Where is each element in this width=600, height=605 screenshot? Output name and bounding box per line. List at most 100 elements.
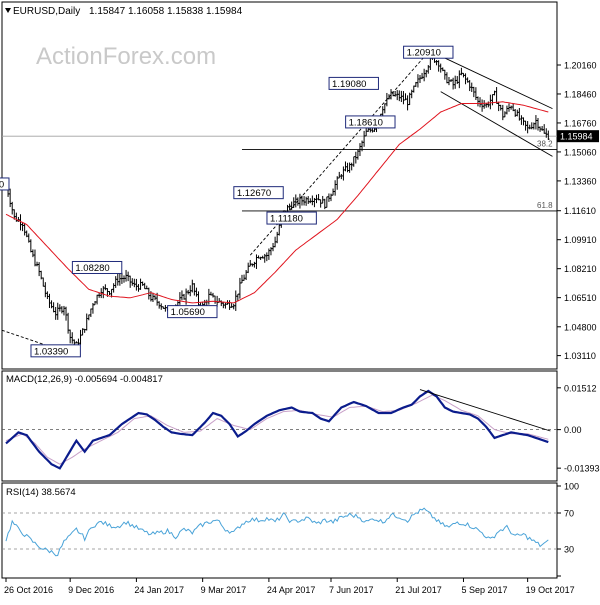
- price-bar: [352, 156, 355, 167]
- price-bar: [364, 127, 368, 137]
- price-bar: [524, 120, 527, 131]
- price-tick-label: 1.09910: [564, 235, 597, 245]
- ohlc-open: 1.15847: [89, 6, 126, 17]
- price-bar: [195, 287, 198, 297]
- price-level-box: [0, 177, 10, 191]
- price-level-label: 1.20910: [407, 48, 441, 59]
- price-bar: [412, 85, 415, 93]
- price-level-box: [71, 260, 123, 274]
- price-bar: [15, 212, 18, 222]
- price-bar: [338, 171, 341, 179]
- price-bar: [402, 91, 405, 105]
- price-bar: [449, 79, 453, 82]
- symbol-title: EURUSD,Daily: [13, 6, 80, 17]
- price-bar: [189, 285, 192, 297]
- price-bar: [118, 273, 122, 286]
- rsi-panel-frame: [1, 482, 558, 579]
- price-bar: [416, 74, 420, 88]
- price-bar: [302, 196, 306, 206]
- price-bar: [536, 117, 540, 131]
- price-tick-label: 1.04800: [564, 322, 597, 332]
- price-bar: [35, 261, 39, 267]
- price-tick-label: 1.15060: [564, 147, 597, 157]
- price-bar: [348, 162, 351, 173]
- price-bar: [87, 314, 90, 321]
- price-bar: [191, 279, 194, 293]
- price-bar: [68, 329, 72, 344]
- price-bar: [244, 270, 248, 281]
- price-bar: [307, 196, 310, 205]
- price-bar: [342, 166, 345, 181]
- price-bar: [162, 306, 165, 309]
- price-level-box: [233, 186, 284, 200]
- price-bar: [137, 284, 140, 292]
- price-bar: [261, 255, 264, 259]
- rsi-tick-label: 70: [564, 509, 574, 519]
- price-bar: [81, 328, 84, 336]
- price-bar: [56, 302, 59, 320]
- macd-line: [5, 389, 549, 470]
- price-bar: [327, 193, 331, 202]
- price-bar: [520, 115, 523, 125]
- price-bar: [114, 276, 117, 288]
- price-bar: [406, 95, 409, 111]
- macd-panel-frame: [1, 370, 558, 482]
- price-bar: [456, 76, 459, 85]
- price-tick-label: 1.03110: [564, 351, 596, 361]
- price-bar: [246, 262, 250, 274]
- price-bar: [275, 231, 279, 244]
- price-bar: [489, 94, 492, 110]
- price-bar: [143, 282, 146, 290]
- price-bar: [309, 198, 312, 204]
- price-bar: [441, 67, 444, 72]
- price-bar: [530, 122, 533, 130]
- price-bar: [313, 197, 316, 208]
- price-bar: [464, 73, 467, 85]
- price-bar: [400, 90, 403, 102]
- price-bar: [186, 289, 190, 295]
- price-bar: [414, 81, 418, 87]
- price-bar: [344, 161, 347, 172]
- price-bar: [373, 128, 376, 132]
- price-level-box: [167, 305, 218, 319]
- price-bar: [95, 294, 99, 305]
- price-bar: [91, 303, 95, 314]
- collapse-arrow-icon[interactable]: [5, 8, 11, 13]
- time-tick-label: 24 Apr 2017: [267, 585, 316, 595]
- rsi-line: [5, 507, 549, 557]
- price-bar: [104, 284, 107, 291]
- price-bar: [238, 277, 242, 299]
- price-bar: [387, 94, 391, 100]
- price-bar: [75, 341, 78, 344]
- price-bar: [495, 87, 498, 104]
- price-bar: [534, 115, 538, 130]
- price-bar: [42, 277, 45, 287]
- price-bar: [213, 295, 217, 304]
- macd-trend-line: [419, 389, 551, 432]
- price-bar: [265, 252, 269, 262]
- price-bar: [79, 329, 82, 345]
- price-bar: [29, 239, 33, 253]
- price-tick-label: 1.20160: [564, 60, 597, 70]
- price-bar: [522, 117, 525, 126]
- macd-title: MACD(12,26,9) -0.005694 -0.004817: [6, 374, 163, 385]
- price-bar: [124, 269, 128, 282]
- price-bar: [234, 290, 237, 311]
- price-bar: [410, 89, 413, 99]
- moving-average-line: [5, 101, 549, 304]
- price-bar: [427, 65, 430, 74]
- price-bar: [31, 249, 35, 258]
- price-bar: [228, 300, 231, 310]
- price-bar: [325, 196, 329, 208]
- price-bar: [526, 121, 529, 134]
- price-bar: [478, 97, 482, 108]
- fibo-level-label: 38.2: [537, 140, 553, 149]
- price-bar: [543, 124, 546, 134]
- price-bar: [482, 100, 486, 109]
- price-bar: [472, 86, 476, 98]
- price-bar: [323, 198, 326, 210]
- price-bar: [11, 201, 14, 215]
- price-bar: [33, 249, 37, 267]
- price-bar: [145, 285, 148, 290]
- ohlc-low: 1.15838: [167, 6, 204, 17]
